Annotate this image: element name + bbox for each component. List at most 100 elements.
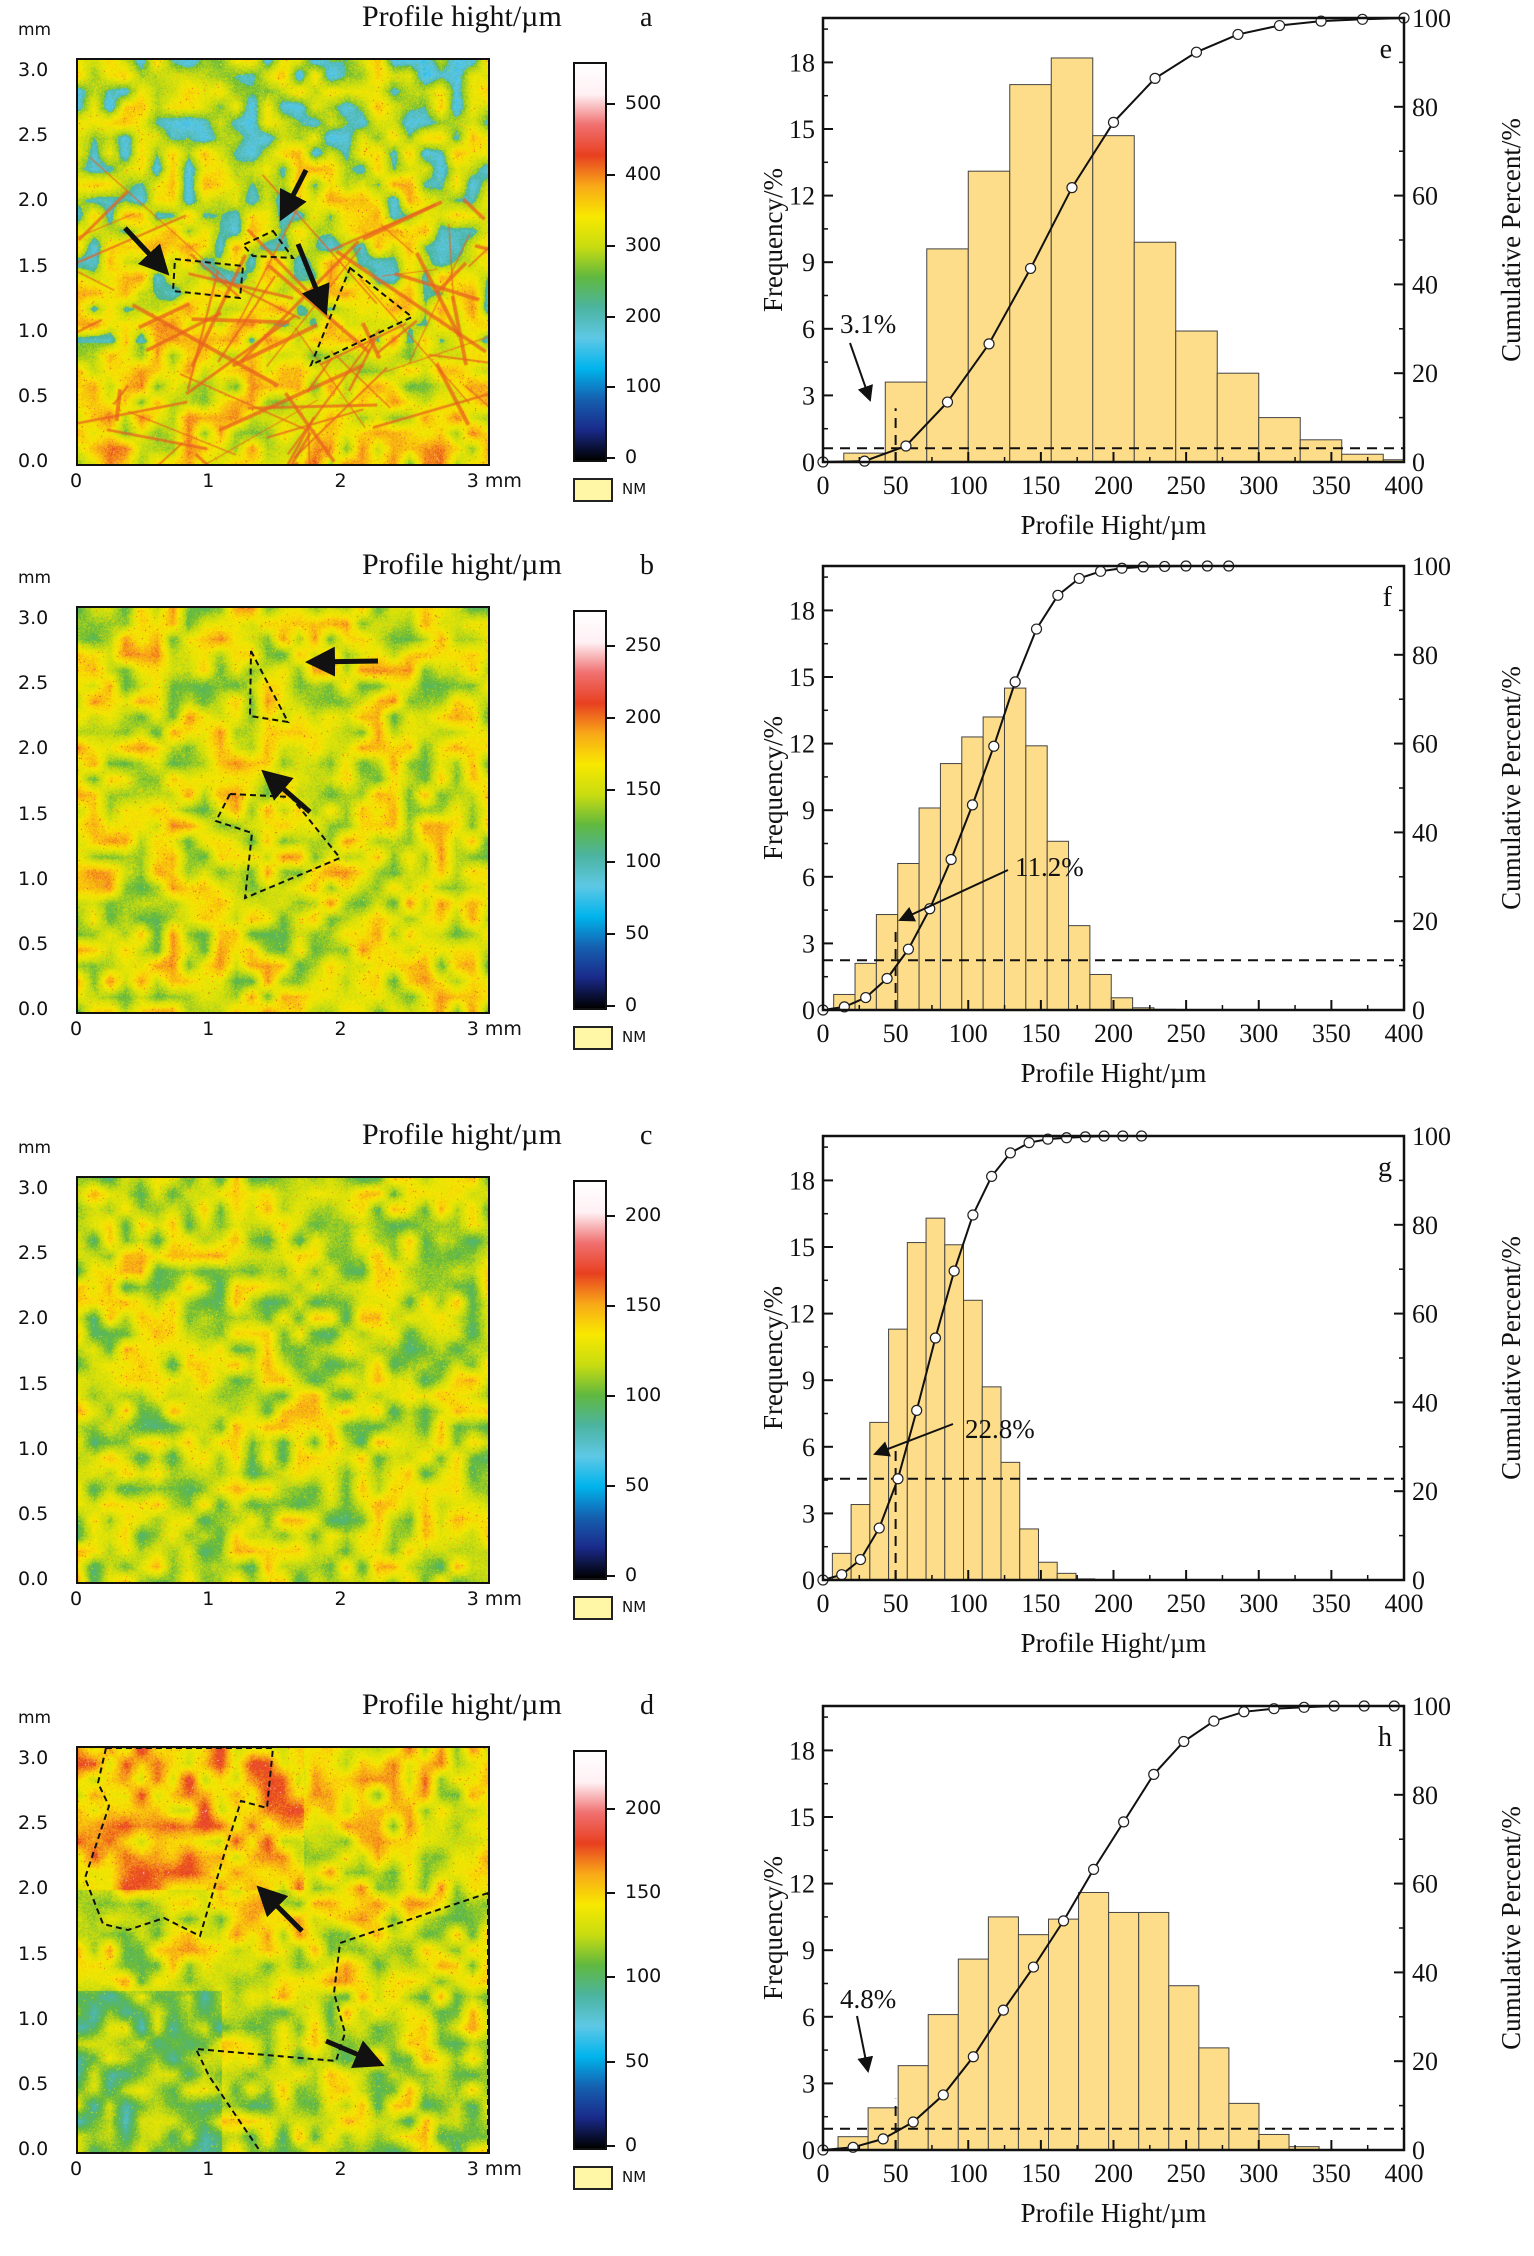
colorbar-tick-label: 150 [625, 1881, 662, 1904]
map-y-tick-label: 3.0 [18, 59, 49, 82]
x-tick-label: 350 [1312, 1589, 1351, 1618]
cumulative-point [1004, 1147, 1016, 1159]
colorbar-tick-mark [605, 1892, 615, 1895]
height-map-canvas [78, 1178, 488, 1582]
map-x-tick-label: 2 [334, 2158, 347, 2180]
x-tick-label: 150 [1021, 2159, 1060, 2188]
colorbar-tick-mark [605, 457, 615, 459]
y-tick-label: 15 [789, 1803, 815, 1832]
y-tick-label: 18 [789, 48, 815, 77]
y2-tick-label: 0 [1412, 1566, 1425, 1595]
cumulative-point [967, 1209, 979, 1221]
dashed-region-outline [83, 1748, 275, 1938]
y2-tick-label: 20 [1412, 1477, 1438, 1506]
x-axis-label: Profile Hight/µm [1021, 510, 1207, 540]
histogram-bar [1003, 687, 1027, 1011]
height-map-image [76, 1746, 490, 2154]
cumulative-point [1356, 13, 1369, 25]
y2-tick-label: 40 [1412, 1958, 1438, 1987]
height-map-panel-d: mm Profile hight/µm d 3.0 2.5 2.0 1.5 1.0 0.5… [0, 1688, 760, 2248]
arrow-icon [305, 646, 379, 677]
histogram-chart: 0 50 100 150 200 250 300 350 4000369121518020406… [758, 4, 1526, 540]
histogram-bar [1068, 925, 1091, 1011]
cumulative-point [1118, 1816, 1130, 1828]
cumulative-point [986, 1170, 998, 1183]
y2-tick-label: 60 [1412, 182, 1438, 211]
y2-tick-label: 100 [1412, 1122, 1451, 1151]
height-map-panel-b: mm Profile hight/µm b 3.0 2.5 2.0 1.5 1.0 0.5… [0, 548, 760, 1108]
arrow-icon [261, 769, 312, 814]
histogram-bar [926, 248, 969, 463]
y2-tick-label: 100 [1412, 4, 1451, 33]
dashed-region-outline [214, 792, 342, 900]
map-y-tick-label: 2.5 [18, 1242, 49, 1265]
cumulative-point [877, 2133, 889, 2145]
map-x-unit-label: 3 mm [466, 2158, 522, 2180]
y2-tick-label: 60 [1412, 1300, 1438, 1329]
histogram-bar [982, 716, 1005, 1011]
histogram-bar [1108, 1911, 1140, 2151]
histogram-bar [1000, 1461, 1021, 1581]
histogram-bar [1138, 1911, 1170, 2151]
x-tick-label: 200 [1094, 1019, 1133, 1048]
histogram-panel-f: 0 50 100 150 200 250 300 350 400 0 3 6 9 12 15 18 0 20 40 6… [758, 548, 1534, 1108]
y2-axis-label: Cumulative Percent/% [1496, 1806, 1526, 2050]
arrow-icon [123, 226, 170, 276]
x-tick-label: 200 [1094, 1589, 1133, 1618]
annotation-overlay [214, 646, 379, 900]
figure-row-1: mm Profile hight/µm a 3.0 2.5 2.0 1.5 1.0 0.5… [0, 0, 1534, 560]
figure-row-3: mm Profile hight/µm c 3.0 2.5 2.0 1.5 1.0 0.5… [0, 1118, 1534, 1678]
cumulative-point [860, 991, 872, 1004]
y-tick-label: 18 [789, 1736, 815, 1765]
y2-tick-label: 60 [1412, 1870, 1438, 1899]
map-x-tick-label: 2 [334, 470, 347, 492]
y2-tick-label: 100 [1412, 1692, 1451, 1721]
chart-panel-letter: g [1378, 1152, 1392, 1183]
x-tick-label: 150 [1021, 471, 1060, 500]
y2-tick-label: 80 [1412, 1781, 1438, 1810]
colorbar-tick-label: 200 [625, 304, 662, 327]
map-y-tick-label: 2.0 [18, 1877, 49, 1900]
cumulative-point [1107, 116, 1120, 128]
map-x-tick-label: 0 [70, 1018, 83, 1040]
y2-tick-label: 80 [1412, 93, 1438, 122]
x-tick-label: 250 [1167, 1589, 1206, 1618]
cumulative-point [929, 1332, 942, 1344]
x-tick-label: 200 [1094, 2159, 1133, 2188]
chart-panel-letter: f [1383, 582, 1393, 613]
y-tick-label: 18 [789, 596, 815, 625]
histogram-bar [1048, 1918, 1080, 2151]
height-map-image [76, 606, 490, 1014]
histogram-bar [1258, 417, 1301, 463]
histogram-bar [1050, 57, 1094, 463]
colorbar-tick-mark [605, 1215, 615, 1217]
map-y-tick-label: 1.0 [18, 2007, 49, 2030]
y-tick-label: 9 [802, 796, 815, 825]
map-x-tick-label: 0 [70, 2158, 83, 2180]
map-title: Profile hight/µm [362, 0, 562, 33]
height-map-canvas [78, 1748, 488, 2152]
colorbar [573, 1750, 607, 2150]
x-tick-label: 50 [883, 1019, 909, 1048]
nm-legend-label: NM [622, 1598, 647, 1616]
x-tick-label: 50 [883, 2159, 909, 2188]
colorbar-tick-label: 50 [625, 1474, 650, 1496]
dashed-region-outline [241, 229, 296, 260]
y-tick-label: 6 [802, 1433, 815, 1462]
annotation-overlay [78, 1178, 488, 1582]
y2-axis-label: Cumulative Percent/% [1496, 1236, 1526, 1480]
arrow-icon [295, 243, 330, 316]
threshold-annotation: 22.8% [965, 1414, 1035, 1444]
y2-tick-label: 80 [1412, 641, 1438, 670]
dashed-region-outline [309, 266, 414, 368]
x-tick-label: 300 [1239, 471, 1278, 500]
x-tick-label: 400 [1385, 2159, 1424, 2188]
colorbar-tick-mark [605, 315, 615, 318]
y-tick-label: 9 [802, 1936, 815, 1965]
map-y-tick-label: 2.0 [18, 189, 49, 212]
nm-legend-label: NM [622, 480, 647, 498]
histogram-panel-g: 0 50 100 150 200 250 300 350 400 0 3 6 9 12 15 18 0 20 40 6… [758, 1118, 1534, 1678]
map-y-tick-label: 2.5 [18, 672, 49, 695]
histogram-bar [1078, 1891, 1110, 2151]
y2-tick-label: 0 [1412, 448, 1425, 477]
